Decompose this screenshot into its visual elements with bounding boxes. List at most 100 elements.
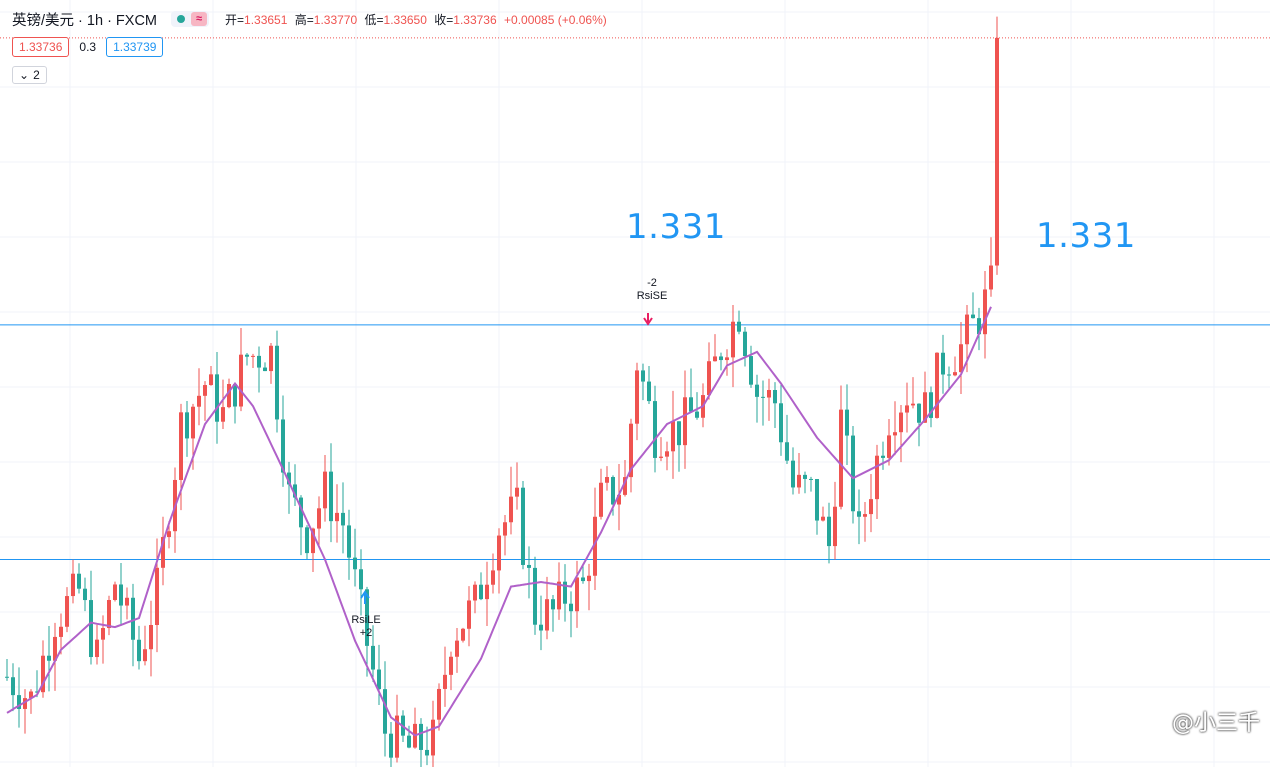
candle-down [17, 695, 21, 709]
candle-down [419, 723, 423, 750]
open-label: 开= [225, 12, 245, 27]
candle-up [731, 321, 735, 358]
candle-up [965, 314, 969, 345]
candle-down [83, 588, 87, 601]
candle-up [227, 384, 231, 408]
candle-up [899, 412, 903, 433]
candle-down [743, 331, 747, 357]
candle-up [833, 506, 837, 547]
buy-price-button[interactable]: 1.33739 [106, 37, 164, 57]
candle-down [89, 600, 93, 658]
candle-up [983, 289, 987, 335]
candle-up [593, 516, 597, 576]
candle-down [527, 564, 531, 568]
signal-markers [360, 313, 653, 604]
candle-down [803, 474, 807, 479]
market-status-toggle[interactable]: ≈ [171, 11, 210, 27]
candle-up [191, 406, 195, 439]
candle-down [695, 411, 699, 418]
candle-up [497, 535, 501, 571]
candle-up [629, 423, 633, 478]
ohlc-values: 开=1.33651 高=1.33770 低=1.33650 收=1.33736 … [225, 11, 607, 28]
candle-down [275, 345, 279, 420]
candle-up [713, 356, 717, 362]
candle-up [893, 432, 897, 436]
candle-down [425, 749, 429, 756]
candle-down [947, 374, 951, 376]
close-label: 收= [434, 12, 454, 27]
candle-up [863, 514, 867, 517]
candle-down [581, 577, 585, 582]
sell-arrow-icon [643, 313, 653, 326]
candle-up [65, 596, 69, 627]
candle-up [449, 656, 453, 675]
buy-arrow-icon [360, 590, 370, 604]
candle-down [341, 512, 345, 526]
candle-up [149, 624, 153, 650]
candle-up [509, 496, 513, 523]
indicators-toggle-button[interactable]: ⌄ 2 [12, 66, 47, 84]
candle-down [11, 677, 15, 696]
candle-down [281, 419, 285, 473]
candle-up [155, 567, 159, 625]
long-signal-label: RsiLE +2 [346, 614, 386, 640]
candle-up [209, 374, 213, 386]
candle-down [749, 356, 753, 385]
candle-up [935, 352, 939, 418]
close-value: 1.33736 [453, 12, 497, 27]
long-signal-name: RsiLE [351, 614, 381, 626]
candle-down [917, 403, 921, 423]
candle-up [29, 691, 33, 699]
candle-down [407, 735, 411, 748]
candle-up [995, 37, 999, 266]
candle-up [683, 397, 687, 446]
candle-up [203, 385, 207, 396]
candle-up [659, 456, 663, 458]
candle-down [881, 455, 885, 458]
candle-down [563, 581, 567, 604]
candle-down [533, 567, 537, 625]
candle-up [491, 570, 495, 585]
symbol-title[interactable]: 英镑/美元 · 1h · FXCM [12, 12, 158, 29]
candle-up [623, 477, 627, 495]
candle-up [767, 390, 771, 398]
candle-down [809, 478, 813, 480]
candle-up [869, 499, 873, 515]
candle-up [101, 628, 105, 640]
candle-up [221, 407, 225, 422]
candle-up [617, 494, 621, 505]
candle-up [665, 451, 669, 457]
candle-down [293, 484, 297, 498]
candle-down [689, 397, 693, 412]
change-value: +0.00085 (+0.06%) [504, 12, 607, 27]
candle-up [875, 455, 879, 500]
candle-down [359, 569, 363, 590]
candle-down [383, 689, 387, 734]
candle-up [197, 395, 201, 407]
candle-down [677, 421, 681, 446]
candle-up [635, 370, 639, 424]
candle-up [443, 674, 447, 689]
candle-down [287, 472, 291, 485]
candle-up [503, 522, 507, 536]
candle-down [215, 374, 219, 422]
moving-average-line [6, 306, 992, 737]
indicator-count: 2 [33, 68, 40, 82]
candle-up [953, 372, 957, 376]
candle-up [431, 719, 435, 756]
candle-up [251, 355, 255, 357]
candle-down [347, 525, 351, 558]
candle-down [971, 314, 975, 319]
level-label-right: 1.331 [1036, 216, 1136, 256]
wave-icon[interactable]: ≈ [191, 12, 208, 26]
watermark: @小三千 [1171, 711, 1260, 736]
candle-down [521, 487, 525, 565]
horizontal-levels [0, 324, 1270, 560]
candle-up [323, 471, 327, 509]
candle-up [821, 516, 825, 521]
candle-down [977, 318, 981, 335]
candle-down [653, 401, 657, 458]
candle-up [335, 512, 339, 522]
sell-price-button[interactable]: 1.33736 [12, 37, 70, 57]
